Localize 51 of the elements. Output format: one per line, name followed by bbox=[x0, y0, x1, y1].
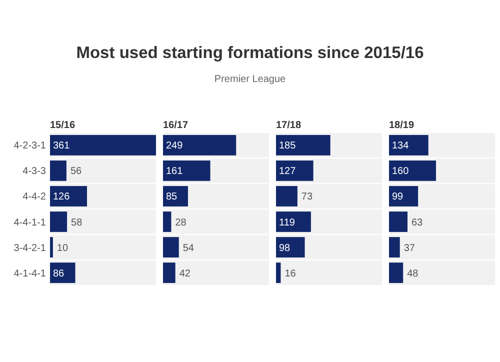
y-tick-label: 4-3-3 bbox=[22, 166, 46, 178]
data-label: 161 bbox=[166, 166, 184, 178]
bar bbox=[389, 262, 404, 283]
bar bbox=[163, 262, 176, 283]
data-label: 42 bbox=[179, 268, 191, 280]
text: Most used starting formations since 2015/16 bbox=[76, 44, 424, 62]
data-label: 54 bbox=[182, 242, 194, 254]
bar bbox=[50, 237, 53, 258]
bar bbox=[276, 186, 298, 206]
data-label: 56 bbox=[70, 166, 82, 178]
data-label: 127 bbox=[279, 166, 296, 178]
data-label: 134 bbox=[392, 140, 410, 152]
data-label: 98 bbox=[279, 242, 291, 254]
data-label: 73 bbox=[301, 192, 313, 203]
data-label: 10 bbox=[56, 242, 68, 254]
bar bbox=[50, 262, 76, 283]
data-label: 126 bbox=[53, 192, 70, 203]
bar bbox=[389, 212, 408, 232]
bar bbox=[389, 237, 400, 258]
bar bbox=[276, 237, 305, 258]
bar bbox=[389, 186, 418, 206]
bar bbox=[50, 212, 68, 232]
bar bbox=[163, 212, 172, 232]
chart-title: 18/19 bbox=[389, 120, 414, 131]
data-label: 361 bbox=[53, 140, 70, 152]
text: Premier League bbox=[214, 74, 286, 85]
bar bbox=[163, 237, 179, 258]
data-label: 48 bbox=[407, 268, 419, 280]
data-label: 28 bbox=[175, 217, 187, 228]
y-tick-label: 3-4-2-1 bbox=[14, 242, 46, 254]
data-label: 119 bbox=[279, 217, 296, 228]
data-label: 37 bbox=[404, 242, 416, 254]
data-label: 249 bbox=[166, 140, 184, 152]
data-label: 85 bbox=[166, 192, 178, 203]
data-label: 86 bbox=[53, 268, 65, 280]
data-label: 185 bbox=[279, 140, 296, 152]
chart-title: 15/16 bbox=[50, 120, 76, 131]
data-label: 16 bbox=[284, 268, 296, 280]
chart-title: 16/17 bbox=[163, 120, 188, 131]
data-label: 99 bbox=[392, 192, 404, 203]
y-tick-label: 4-4-1-1 bbox=[14, 217, 46, 228]
y-tick-label: 4-4-2 bbox=[22, 192, 46, 203]
data-label: 160 bbox=[392, 166, 410, 178]
bar bbox=[50, 160, 66, 181]
data-label: 58 bbox=[71, 217, 83, 228]
y-tick-label: 4-1-4-1 bbox=[14, 268, 46, 280]
chart-title: 17/18 bbox=[276, 120, 302, 131]
bar bbox=[163, 186, 188, 206]
data-label: 63 bbox=[412, 217, 424, 228]
y-tick-label: 4-2-3-1 bbox=[14, 140, 46, 152]
bar bbox=[276, 262, 281, 283]
